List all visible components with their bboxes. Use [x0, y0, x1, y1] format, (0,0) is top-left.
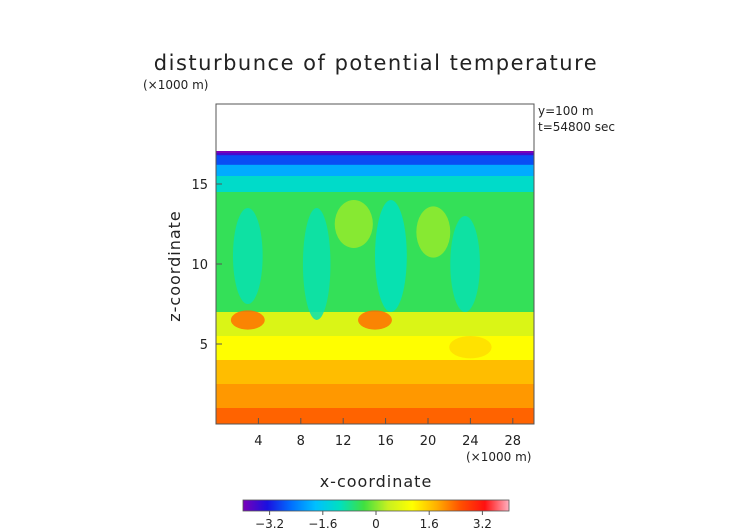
contour-blob-3: [232, 208, 263, 304]
contour-band-2: [216, 164, 534, 177]
y-axis-ticks: 5 10 15: [191, 178, 222, 353]
contour-blobs: [216, 151, 534, 359]
annotation-t: t=54800 sec: [538, 120, 615, 134]
plot-area: [216, 151, 534, 424]
x-tick-label-2: 12: [335, 434, 352, 449]
annotation-y: y=100 m: [538, 104, 594, 118]
contour-blob-2: [449, 336, 492, 359]
contour-band-8: [216, 384, 534, 409]
x-tick-label-1: 8: [297, 434, 305, 449]
y-tick-label-0: 5: [200, 338, 208, 353]
y-tick-label-1: 10: [191, 258, 208, 273]
contour-blob-0: [230, 310, 265, 330]
contour-band-9: [216, 408, 534, 424]
contour-blob-6: [450, 216, 480, 312]
x-tick-label-3: 16: [377, 434, 394, 449]
x-scale-note: (×1000 m): [466, 450, 531, 464]
colorbar: −3.2 −1.6 0 1.6 3.2: [242, 499, 510, 531]
contour-band-7: [216, 360, 534, 385]
contour-blob-1: [358, 310, 392, 330]
contour-blob-5: [375, 200, 407, 312]
x-tick-label-5: 24: [462, 434, 479, 449]
chart-title: disturbunce of potential temperature: [154, 51, 598, 75]
contour-band-1: [216, 155, 534, 166]
contour-band-0: [216, 152, 534, 156]
x-axis-label: x-coordinate: [320, 472, 433, 491]
colorbar-ticks: −3.2 −1.6 0 1.6 3.2: [255, 511, 492, 531]
y-scale-note: (×1000 m): [143, 78, 208, 92]
y-axis-label: z-coordinate: [165, 210, 184, 322]
x-tick-label-4: 20: [420, 434, 437, 449]
colorbar-tick-label-2: 0: [372, 517, 380, 531]
colorbar-tick-label-1: −1.6: [308, 517, 337, 531]
contour-blob-4: [302, 208, 331, 320]
colorbar-tick-label-3: 1.6: [420, 517, 439, 531]
contour-bands: [216, 152, 534, 424]
x-tick-label-6: 28: [505, 434, 522, 449]
colorbar-tick-label-0: −3.2: [255, 517, 284, 531]
contour-band-3: [216, 176, 534, 193]
colorbar-scale: [242, 499, 510, 512]
x-tick-label-0: 4: [254, 434, 262, 449]
contour-blob-8: [416, 206, 451, 258]
contour-blob-7: [334, 200, 373, 248]
y-tick-label-2: 15: [191, 178, 208, 193]
x-axis-ticks: 4 8 12 16 20 24 28: [254, 418, 521, 449]
colorbar-tick-label-4: 3.2: [473, 517, 492, 531]
contour-band-4: [216, 192, 534, 313]
